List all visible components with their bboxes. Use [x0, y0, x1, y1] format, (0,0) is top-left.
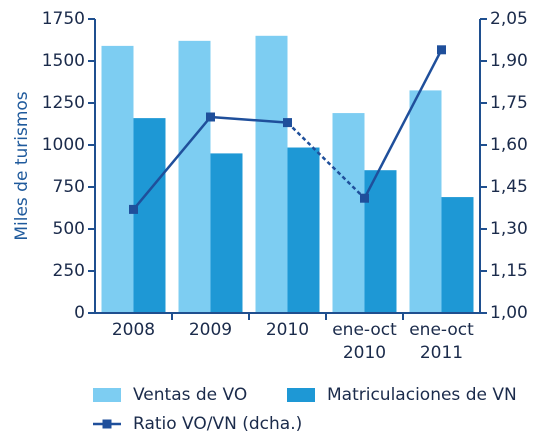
- bar: [101, 45, 134, 313]
- y-tick-label: 500: [53, 219, 85, 239]
- line-marker: [283, 118, 292, 128]
- bar: [287, 147, 320, 313]
- y-tick-label: 0: [74, 303, 85, 323]
- y-axis-label: Miles de turismos: [12, 91, 32, 240]
- legend-label: Ventas de VO: [133, 385, 247, 405]
- line-marker: [129, 204, 138, 214]
- line-marker: [206, 112, 215, 122]
- line-segment: [210, 115, 288, 124]
- y2-tick-label: 1,15: [490, 261, 528, 281]
- bar: [409, 90, 442, 314]
- y-tick-label: 1000: [42, 135, 85, 155]
- x-tick-label: ene-oct 2011: [409, 320, 474, 363]
- line-segment: [363, 49, 443, 199]
- y2-tick-label: 1,00: [490, 303, 528, 323]
- bar: [255, 35, 288, 314]
- x-tick-label: ene-oct 2010: [332, 320, 397, 363]
- x-tick-label: 2010: [266, 320, 309, 340]
- y-tick-label: 750: [53, 177, 85, 197]
- line-segment: [286, 121, 366, 200]
- y2-tick-label: 1,30: [490, 219, 528, 239]
- line-marker: [360, 193, 369, 203]
- legend-swatch: [93, 388, 121, 402]
- bar: [210, 153, 243, 313]
- bar: [332, 113, 365, 313]
- bar: [133, 118, 166, 314]
- y-tick-label: 1500: [42, 51, 85, 71]
- y2-tick-label: 1,45: [490, 177, 528, 197]
- bar: [178, 40, 211, 314]
- y2-tick-label: 1,75: [490, 93, 528, 113]
- y2-tick-label: 1,90: [490, 51, 528, 71]
- bar: [364, 170, 397, 313]
- legend-label: Matriculaciones de VN: [327, 385, 517, 405]
- legend-label: Ratio VO/VN (dcha.): [133, 414, 302, 434]
- legend-marker: [102, 419, 112, 429]
- x-tick-label: 2008: [112, 320, 155, 340]
- line-marker: [437, 45, 446, 55]
- bar: [441, 197, 474, 313]
- y-tick-label: 1750: [42, 9, 85, 29]
- y2-tick-label: 1,60: [490, 135, 528, 155]
- y-tick-label: 250: [53, 261, 85, 281]
- y-tick-label: 1250: [42, 93, 85, 113]
- legend-swatch: [287, 388, 315, 402]
- line-segment: [132, 116, 212, 211]
- x-tick-label: 2009: [189, 320, 232, 340]
- y2-tick-label: 2,05: [490, 9, 528, 29]
